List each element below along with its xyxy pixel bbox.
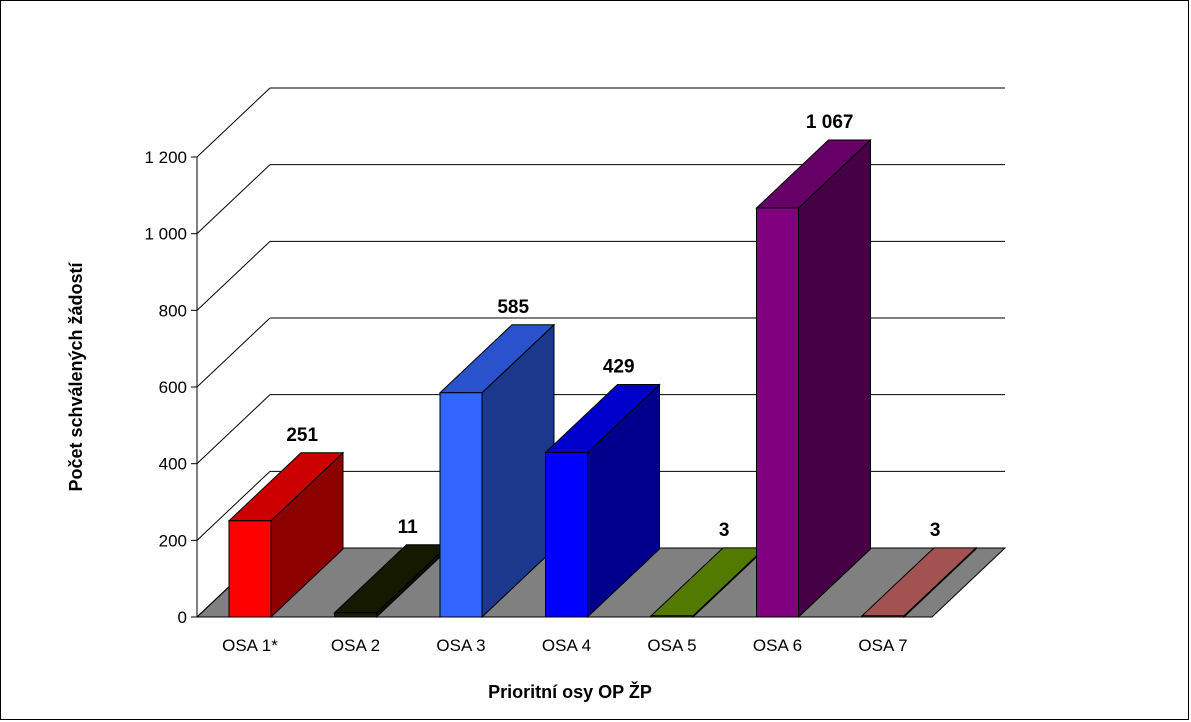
y-tick-label: 1 000 [144, 225, 187, 244]
x-tick-label: OSA 1* [222, 636, 278, 655]
value-axis: 0 200 400 600 800 1 000 1 200 [144, 148, 198, 627]
data-label: 3 [930, 520, 941, 541]
bars [227, 138, 978, 619]
x-tick-label: OSA 2 [331, 636, 380, 655]
x-tick-label: OSA 3 [436, 636, 485, 655]
bar [544, 383, 661, 619]
x-tick-label: OSA 6 [753, 636, 802, 655]
gridline-diagonal [196, 164, 271, 235]
gridline-diagonal [196, 87, 271, 158]
gridline-diagonal [196, 317, 271, 388]
y-axis-title: Počet schválených žádostí [66, 261, 86, 491]
y-tick-label: 200 [159, 531, 187, 550]
bar [227, 451, 345, 619]
bar [755, 138, 872, 619]
data-label: 11 [398, 517, 419, 538]
data-label: 251 [286, 425, 318, 446]
bar-front [650, 615, 694, 618]
gridline-diagonal [196, 470, 271, 541]
x-axis-title: Prioritní osy OP ŽP [488, 681, 652, 702]
y-tick-label: 1 200 [144, 148, 187, 167]
category-axis: OSA 1* OSA 2 OSA 3 OSA 4 OSA 5 OSA 6 OSA 7 [222, 636, 907, 655]
bar-side [798, 138, 871, 619]
x-tick-label: OSA 4 [542, 636, 591, 655]
data-label: 585 [497, 297, 529, 318]
bar-front [228, 520, 272, 618]
y-tick-label: 0 [178, 608, 187, 627]
data-label: 3 [719, 520, 730, 541]
x-tick-label: OSA 5 [647, 636, 696, 655]
data-labels: 251 11 585 429 3 1 067 3 [286, 112, 940, 541]
gridline-diagonal [196, 394, 271, 465]
data-label: 1 067 [806, 112, 854, 133]
y-tick-label: 400 [159, 455, 187, 474]
y-tick-label: 600 [159, 378, 187, 397]
bar-front [439, 392, 483, 618]
bar-front [334, 612, 377, 618]
data-label: 429 [603, 357, 635, 378]
bar-front [545, 452, 588, 618]
bar-front [756, 207, 799, 618]
gridline-diagonal [196, 240, 271, 311]
bar [438, 323, 556, 619]
bar [860, 546, 978, 619]
y-tick-label: 800 [159, 301, 187, 320]
bar-front [861, 615, 905, 618]
x-tick-label: OSA 7 [858, 636, 907, 655]
